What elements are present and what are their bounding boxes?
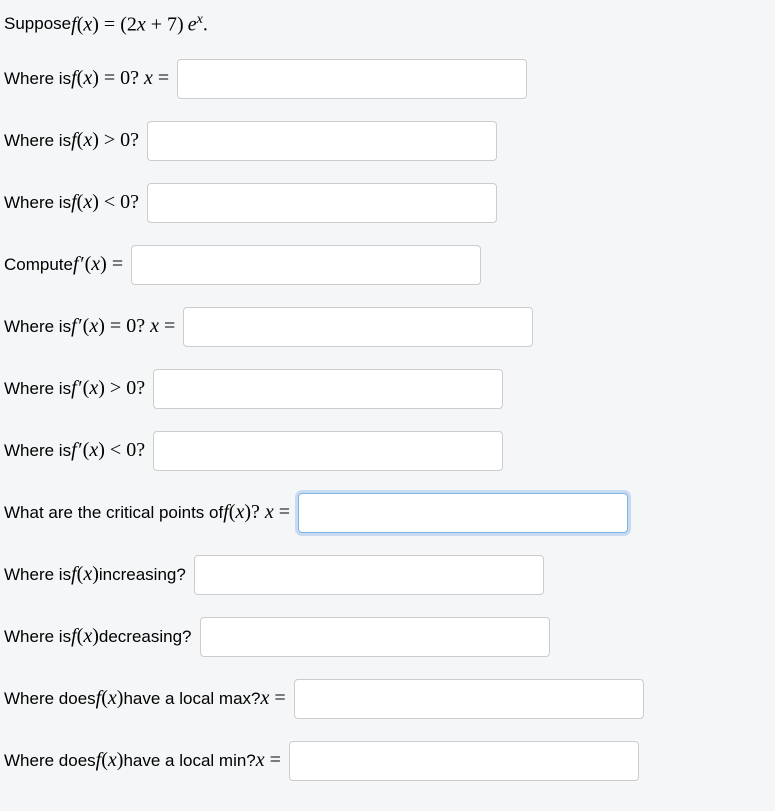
answer-input[interactable] <box>177 59 527 99</box>
question-row: Where is f(x) decreasing? <box>4 617 771 657</box>
intro-row: Suppose f(x) = (2x + 7) ex. <box>4 12 771 37</box>
question-row: Compute f ′(x) = <box>4 245 771 285</box>
question-label: Where is f(x) increasing? <box>4 563 186 586</box>
question-label: Where does f(x) have a local min? x = <box>4 749 281 772</box>
question-math: f(x)? x = <box>223 501 290 524</box>
question-row: Where is f(x) > 0? <box>4 121 771 161</box>
answer-input[interactable] <box>153 431 503 471</box>
answer-input[interactable] <box>194 555 544 595</box>
question-math: f(x) <box>96 749 124 772</box>
question-math: f ′(x) < 0? <box>71 439 145 462</box>
answer-input[interactable] <box>131 245 481 285</box>
question-prefix: Where is <box>4 379 71 399</box>
question-math: f(x) = 0? x = <box>71 67 169 90</box>
question-prefix: Where is <box>4 131 71 151</box>
question-prefix: What are the critical points of <box>4 503 223 523</box>
question-row: Where is f(x) increasing? <box>4 555 771 595</box>
question-prefix: Where is <box>4 627 71 647</box>
question-row: Where does f(x) have a local max? x = <box>4 679 771 719</box>
question-prefix: Where does <box>4 689 96 709</box>
answer-input[interactable] <box>298 493 628 533</box>
question-prefix: Where does <box>4 751 96 771</box>
question-label: Where is f ′(x) < 0? <box>4 439 145 462</box>
question-label: Where is f(x) < 0? <box>4 191 139 214</box>
question-label: Where is f(x) decreasing? <box>4 625 192 648</box>
question-math: f(x) < 0? <box>71 191 139 214</box>
intro-math: f(x) = (2x + 7) ex. <box>71 12 208 37</box>
intro-label: Suppose f(x) = (2x + 7) ex. <box>4 12 208 37</box>
answer-input[interactable] <box>294 679 644 719</box>
question-math: f ′(x) = 0? x = <box>71 315 175 338</box>
question-suffix: have a local max? <box>123 689 260 709</box>
question-suffix: increasing? <box>99 565 186 585</box>
question-label: What are the critical points of f(x)? x … <box>4 501 290 524</box>
question-label: Compute f ′(x) = <box>4 253 123 276</box>
answer-input[interactable] <box>147 121 497 161</box>
question-row: Where is f ′(x) < 0? <box>4 431 771 471</box>
intro-prefix: Suppose <box>4 14 71 34</box>
answer-input[interactable] <box>183 307 533 347</box>
question-prefix: Where is <box>4 441 71 461</box>
question-prefix: Where is <box>4 317 71 337</box>
question-math: f(x) <box>71 563 99 586</box>
question-math: f ′(x) = <box>73 253 123 276</box>
question-math-2: x = <box>256 749 281 772</box>
answer-input[interactable] <box>200 617 550 657</box>
question-math: f(x) <box>71 625 99 648</box>
answer-input[interactable] <box>147 183 497 223</box>
question-row: Where is f(x) < 0? <box>4 183 771 223</box>
answer-input[interactable] <box>153 369 503 409</box>
question-label: Where is f(x) = 0? x = <box>4 67 169 90</box>
question-prefix: Where is <box>4 565 71 585</box>
question-label: Where is f ′(x) > 0? <box>4 377 145 400</box>
answer-input[interactable] <box>289 741 639 781</box>
question-suffix: have a local min? <box>123 751 255 771</box>
question-math: f ′(x) > 0? <box>71 377 145 400</box>
question-row: Where is f(x) = 0? x = <box>4 59 771 99</box>
question-prefix: Where is <box>4 69 71 89</box>
question-math-2: x = <box>261 687 286 710</box>
question-row: Where is f ′(x) = 0? x = <box>4 307 771 347</box>
question-suffix: decreasing? <box>99 627 192 647</box>
question-row: Where does f(x) have a local min? x = <box>4 741 771 781</box>
question-math: f(x) > 0? <box>71 129 139 152</box>
question-label: Where is f ′(x) = 0? x = <box>4 315 175 338</box>
question-row: Where is f ′(x) > 0? <box>4 369 771 409</box>
question-math: f(x) <box>96 687 124 710</box>
question-row: What are the critical points of f(x)? x … <box>4 493 771 533</box>
question-label: Where is f(x) > 0? <box>4 129 139 152</box>
question-prefix: Compute <box>4 255 73 275</box>
question-label: Where does f(x) have a local max? x = <box>4 687 286 710</box>
question-prefix: Where is <box>4 193 71 213</box>
